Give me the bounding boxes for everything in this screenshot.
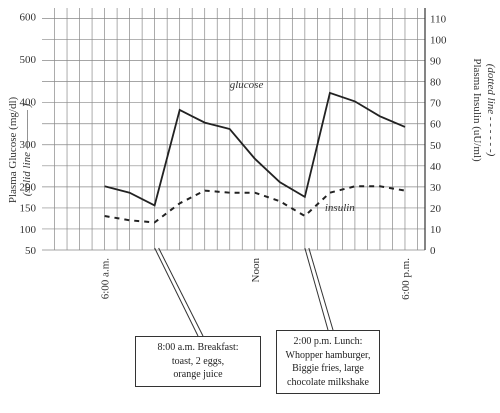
y-right-tick-label: 40 (430, 161, 442, 173)
glucose-line (104, 91, 406, 207)
insulin-label: insulin (325, 202, 355, 214)
y-right-tick-label: 20 (430, 203, 442, 215)
y-right-tick-label: 10 (430, 224, 442, 236)
grid-lines (42, 8, 426, 251)
callout-breakfast-line-2: toast, 2 eggs, (171, 355, 225, 367)
callout-breakfast-line-1: 8:00 a.m. Breakfast: (157, 342, 239, 353)
y-right-tick-label: 90 (430, 56, 442, 68)
callout-lunch: 2:00 p.m. Lunch: Whopper hamburger, Bigg… (276, 330, 380, 394)
callout-breakfast: 8:00 a.m. Breakfast: toast, 2 eggs, oran… (135, 336, 261, 387)
y-left-tick-label: 400 (20, 96, 37, 108)
callout-leader (304, 247, 329, 331)
y-axis-left-sublabel: (solid line ———— ) (21, 103, 33, 196)
y-left-tick-label: 300 (20, 139, 37, 151)
callout-leader (154, 247, 199, 337)
y-left-tick-label: 500 (20, 54, 37, 66)
y-right-tick-label: 100 (430, 35, 447, 47)
y-right-tick-label: 110 (430, 14, 447, 26)
y-right-tick-label: 50 (430, 140, 442, 152)
glucose-label: glucose (230, 79, 264, 91)
y-left-tick-label: 150 (20, 203, 37, 215)
left-axis-ticks: 600 500 400 300 200 150 100 50 (20, 11, 37, 257)
x-tick-label: 6:00 a.m. (100, 258, 112, 299)
y-left-tick-label: 200 (20, 181, 37, 193)
x-tick-label: Noon (250, 258, 262, 283)
callout-leader (308, 247, 334, 331)
callout-lunch-line-3: Biggie fries, large (292, 363, 364, 374)
callout-lunch-line-1: 2:00 p.m. Lunch: (293, 336, 363, 347)
y-left-tick-label: 600 (20, 11, 37, 23)
series-group (104, 91, 406, 224)
y-right-tick-label: 0 (430, 245, 436, 257)
callout-leader (158, 247, 204, 337)
callout-leaders (154, 247, 334, 337)
y-axis-left-label: Plasma Glucose (mg/dl) (7, 97, 19, 204)
x-tick-label: 6:00 p.m. (400, 258, 412, 300)
insulin-line (104, 185, 406, 224)
y-axis-right-label: Plasma Insulin (uU/ml) (471, 58, 483, 162)
callout-lunch-line-2: Whopper hamburger, (285, 349, 371, 361)
callout-lunch-line-4: chocolate milkshake (287, 376, 369, 388)
x-axis-ticks: 6:00 a.m. Noon 6:00 p.m. (100, 258, 412, 300)
y-left-tick-label: 50 (25, 245, 37, 257)
callout-breakfast-line-3: orange juice (173, 369, 223, 380)
y-left-tick-label: 100 (20, 224, 37, 236)
y-right-tick-label: 80 (430, 77, 442, 89)
annotations-group: glucose insulin (230, 79, 356, 214)
y-right-tick-label: 60 (430, 119, 442, 131)
y-axis-right-sublabel: (dotted line - - - - - -) (485, 64, 497, 157)
y-right-tick-label: 70 (430, 98, 442, 110)
y-right-tick-label: 30 (430, 182, 442, 194)
